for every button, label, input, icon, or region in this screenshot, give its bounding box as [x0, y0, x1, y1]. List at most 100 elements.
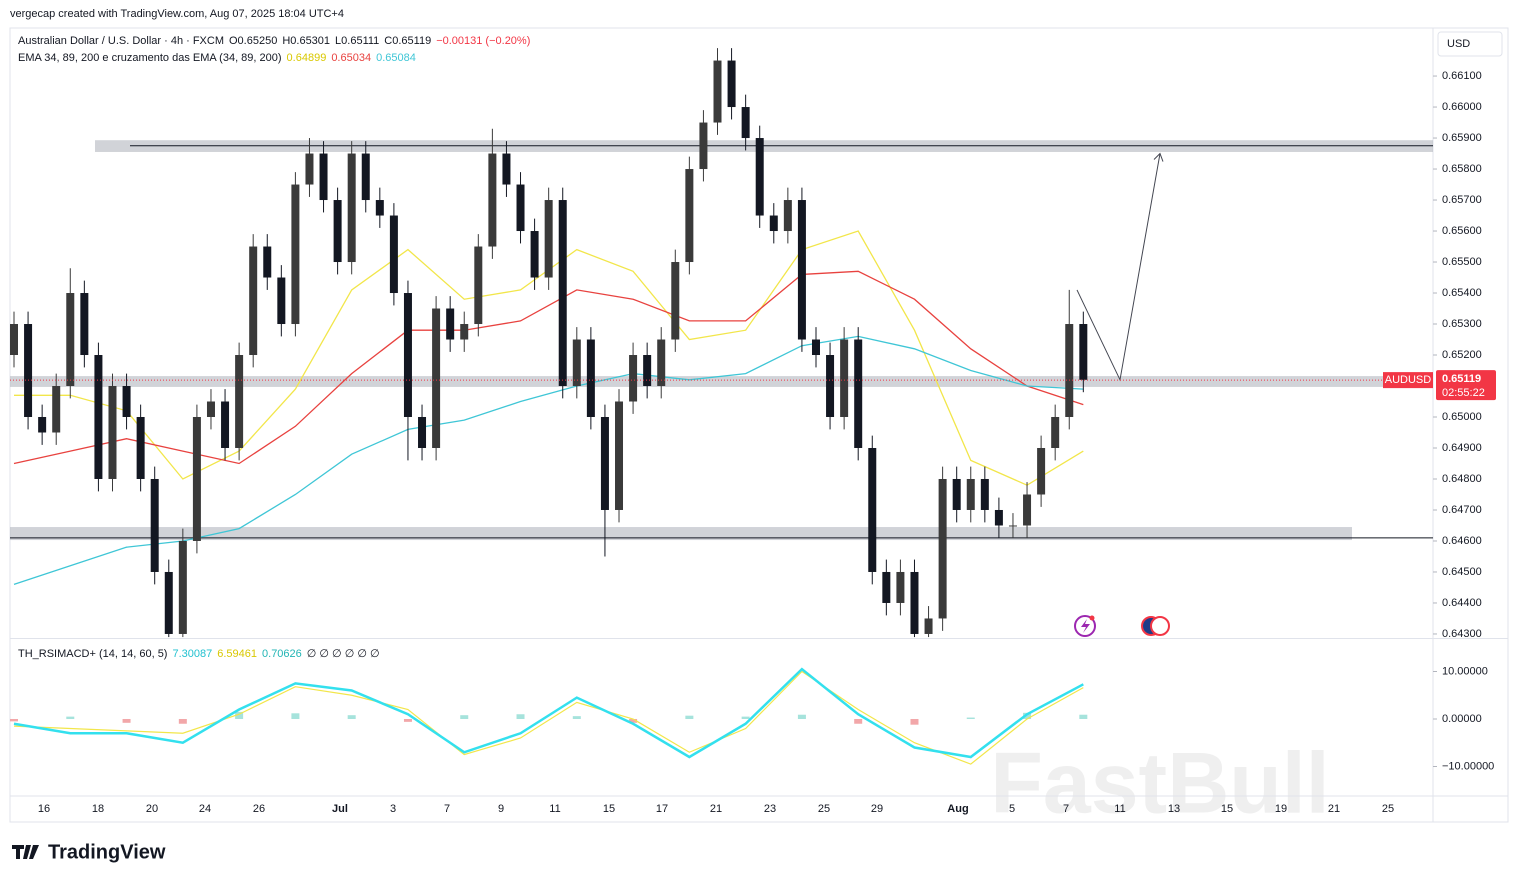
x-tick-label: 29	[871, 803, 883, 815]
candle-body	[544, 200, 553, 278]
symbol-legend: Australian Dollar / U.S. Dollar · 4h · F…	[18, 35, 535, 47]
candle-body	[896, 571, 905, 603]
candle-body	[657, 339, 666, 387]
y-tick-label: 0.64900	[1442, 442, 1482, 454]
candle-body	[980, 478, 989, 510]
x-tick-label: 13	[1168, 803, 1180, 815]
candle-body	[291, 184, 300, 325]
candle-body	[305, 153, 314, 185]
countdown: 02:55:22	[1442, 387, 1485, 399]
histogram-bar	[797, 714, 806, 719]
candle-body	[347, 153, 356, 263]
candle-body	[122, 386, 131, 417]
x-tick-label: 7	[1063, 803, 1069, 815]
x-tick-label: 11	[549, 803, 560, 815]
candle-body	[952, 478, 961, 510]
histogram-bar	[910, 718, 919, 725]
histogram-bar	[741, 716, 750, 719]
ohlc-value: L0.65111	[335, 35, 380, 47]
histogram-bar	[460, 715, 469, 719]
candle-body	[474, 246, 483, 325]
histogram-bar	[854, 718, 863, 724]
x-tick-label: 21	[710, 803, 722, 815]
candle-body	[52, 386, 61, 433]
logo-text: TradingView	[48, 841, 166, 863]
candle-body	[671, 262, 680, 340]
y-tick-label: 0.65400	[1442, 287, 1482, 299]
candle-body	[178, 540, 187, 634]
candle-body	[615, 401, 624, 510]
candle-body	[24, 324, 33, 417]
y-tick-label: 0.65000	[1442, 411, 1482, 423]
histogram-bar	[1079, 714, 1088, 719]
y-tick-label: 0.64800	[1442, 473, 1482, 485]
y-tick-label: 0.65900	[1442, 132, 1482, 144]
histogram-bar	[122, 718, 131, 723]
x-tick-label: 11	[1114, 803, 1125, 815]
candle-body	[741, 107, 750, 139]
indicator-value: 6.59461	[217, 648, 258, 660]
histogram-bar	[572, 716, 581, 719]
candle-body	[769, 215, 778, 232]
candle-body	[164, 571, 173, 634]
y-tick-label: 0.66100	[1442, 70, 1482, 82]
sr-zone	[10, 527, 1352, 541]
ema-value: 0.65084	[376, 52, 416, 64]
indicator-line	[13, 667, 1084, 759]
ohlc-value: C0.65119	[384, 35, 432, 47]
candle-body	[432, 308, 441, 448]
ohlc-value: O0.65250	[229, 35, 278, 47]
y-tick-label: −10.00000	[1442, 760, 1494, 772]
x-tick-label: 23	[764, 803, 776, 815]
ohlc-value: H0.65301	[282, 35, 331, 47]
candle-body	[1037, 447, 1046, 495]
y-tick-label: 0.65300	[1442, 318, 1482, 330]
candle-body	[1023, 494, 1032, 526]
candle-body	[108, 386, 117, 479]
x-tick-label: 21	[1328, 803, 1340, 815]
x-tick-label: 3	[390, 803, 396, 815]
candle-body	[826, 355, 835, 417]
candle-body	[755, 138, 764, 216]
candle-body	[502, 153, 511, 185]
y-tick-label: 0.00000	[1442, 713, 1482, 725]
event-icons	[1074, 615, 1170, 637]
histogram-bar	[629, 718, 638, 723]
histogram-value: 0.70626	[262, 648, 302, 660]
candle-body	[94, 355, 103, 479]
histogram-bar	[403, 718, 412, 722]
study-title: EMA 34, 89, 200 e cruzamento das EMA (34…	[18, 52, 282, 64]
x-tick-label: 15	[603, 803, 615, 815]
candle-body	[38, 416, 47, 433]
candle-body	[727, 60, 736, 108]
candle-body	[1051, 416, 1060, 448]
candle-body	[80, 293, 89, 356]
study-legend: EMA 34, 89, 200 e cruzamento das EMA (34…	[18, 52, 421, 64]
currency-button[interactable]	[1437, 31, 1503, 57]
candle-body	[699, 122, 708, 170]
candle-body	[235, 355, 244, 448]
histogram-bar	[178, 718, 187, 724]
y-tick-label: 0.65200	[1442, 349, 1482, 361]
price-pane	[10, 48, 1433, 638]
candle-body	[333, 200, 342, 263]
candle-body	[488, 153, 497, 247]
x-tick-label: Jul	[332, 803, 348, 815]
x-tick-label: Aug	[947, 803, 968, 815]
candle-body	[1065, 324, 1074, 417]
histogram-bar	[347, 715, 356, 719]
candle-body	[713, 60, 722, 123]
histogram-bar	[1023, 712, 1032, 719]
candle-body	[66, 293, 75, 387]
ema-line	[13, 270, 1084, 465]
candle-body	[446, 308, 455, 340]
y-tick-label: 0.65600	[1442, 225, 1482, 237]
candle-body	[938, 478, 947, 619]
indicator-line	[13, 670, 1084, 765]
x-tick-label: 25	[818, 803, 830, 815]
candle-body	[910, 571, 919, 634]
symbol-label: AUDUSD	[1385, 374, 1432, 386]
candle-body	[192, 416, 201, 541]
symbol-badge	[1383, 372, 1433, 389]
